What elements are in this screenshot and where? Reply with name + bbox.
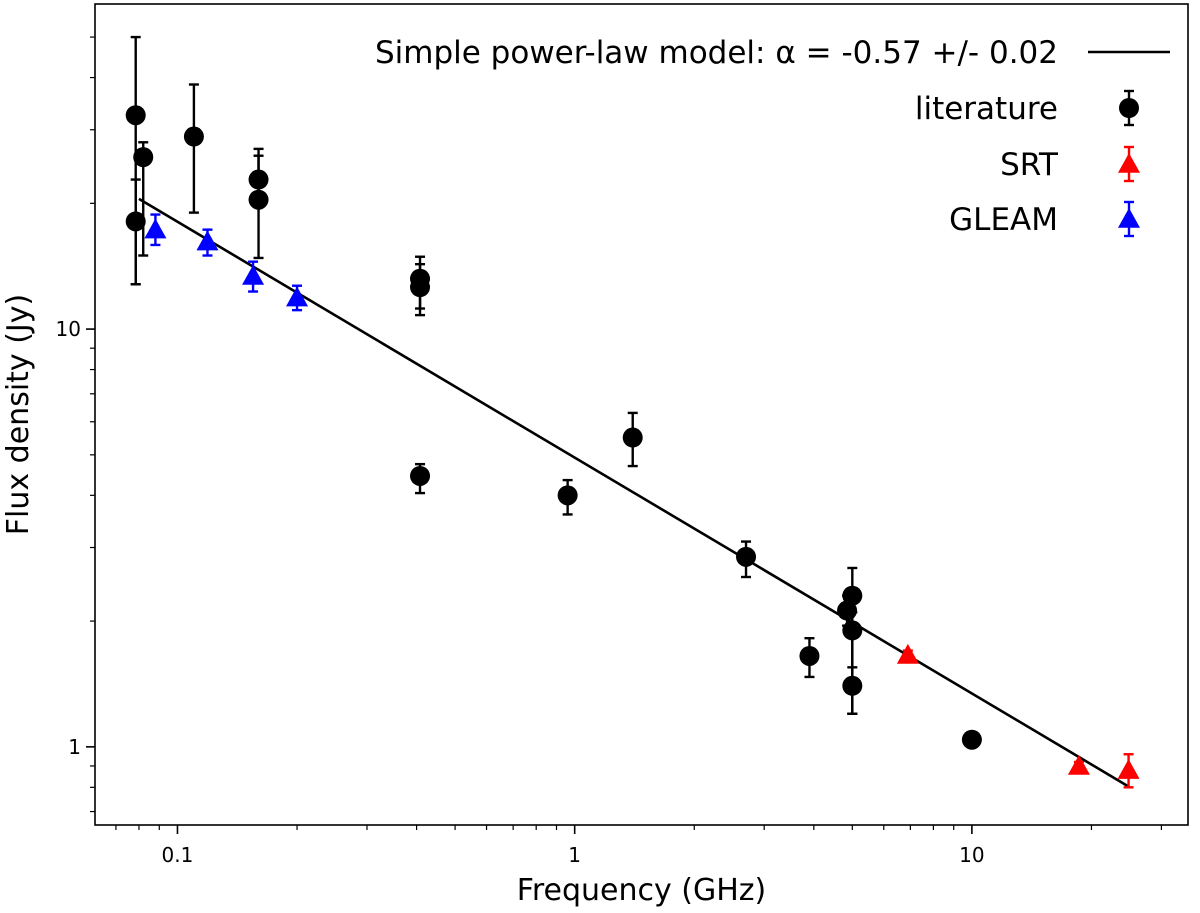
- series-srt: [896, 643, 1140, 789]
- data-point-literature: [799, 645, 820, 666]
- y-tick-label: 10: [56, 317, 81, 341]
- plot-content: [125, 35, 1140, 789]
- data-point-literature: [736, 546, 757, 567]
- axis-ticks: 0.1 1 10 1 10: [56, 36, 1163, 867]
- data-point-srt: [1067, 754, 1090, 775]
- x-tick-label: 0.1: [162, 843, 194, 867]
- data-point-literature: [125, 211, 146, 232]
- legend-label-gleam: GLEAM: [949, 202, 1058, 238]
- data-point-literature: [248, 189, 269, 210]
- x-axis-title: Frequency (GHz): [517, 873, 766, 908]
- data-point-gleam: [286, 286, 309, 307]
- data-point-gleam: [196, 230, 219, 251]
- y-tick-label: 1: [68, 735, 81, 759]
- data-point-literature: [183, 126, 204, 147]
- data-point-literature: [842, 675, 863, 696]
- legend-label-literature: literature: [915, 91, 1058, 127]
- power-law-model-line: [138, 197, 1131, 789]
- data-point-literature: [622, 427, 643, 448]
- data-point-gleam: [144, 218, 167, 239]
- legend-label-srt: SRT: [1000, 147, 1059, 183]
- data-point-literature: [410, 465, 431, 486]
- data-point-srt: [1117, 759, 1140, 779]
- series-gleam: [144, 213, 309, 312]
- x-tick-label: 1: [568, 843, 581, 867]
- x-tick-label: 10: [959, 843, 984, 867]
- data-point-literature: [961, 729, 982, 750]
- legend-label-model: Simple power-law model: α = -0.57 +/- 0.…: [375, 35, 1058, 71]
- data-point-literature: [842, 585, 863, 606]
- series-literature: [125, 35, 982, 750]
- plot-frame: [94, 3, 1189, 826]
- data-point-gleam: [242, 264, 265, 285]
- legend-handle-literature: [1119, 98, 1139, 118]
- data-point-literature: [557, 485, 578, 506]
- y-axis-title: Flux density (Jy): [1, 294, 36, 535]
- data-point-literature: [125, 105, 146, 126]
- legend-handle-srt: [1118, 153, 1140, 173]
- data-point-literature: [133, 147, 154, 168]
- data-point-literature: [842, 620, 863, 641]
- legend: Simple power-law model: α = -0.57 +/- 0.…: [375, 35, 1170, 238]
- legend-handle-gleam: [1118, 208, 1140, 228]
- data-point-literature: [410, 277, 431, 298]
- data-point-srt: [896, 643, 919, 664]
